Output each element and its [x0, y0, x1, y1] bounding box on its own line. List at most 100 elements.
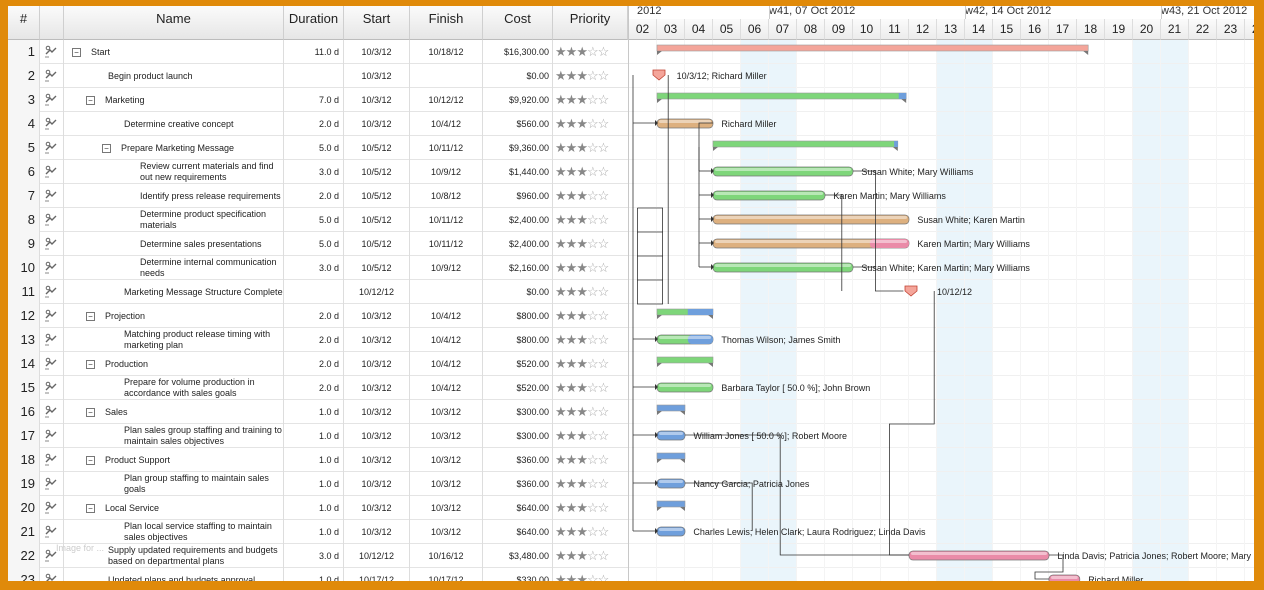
task-duration[interactable]: 1.0 d — [284, 448, 344, 472]
star-icon[interactable]: ★ — [576, 548, 588, 563]
task-finish[interactable]: 10/17/12 — [410, 568, 483, 581]
task-duration[interactable]: 3.0 d — [284, 160, 344, 184]
star-icon[interactable]: ☆ — [586, 188, 599, 203]
table-row[interactable]: 18− Product Support 1.0 d 10/3/12 10/3/12 $36… — [8, 448, 628, 472]
star-icon[interactable]: ☆ — [597, 404, 610, 419]
task-duration[interactable]: 2.0 d — [284, 184, 344, 208]
star-icon[interactable]: ★ — [576, 476, 588, 491]
task-cost[interactable]: $800.00 — [483, 304, 553, 328]
priority-stars[interactable]: ★★★☆☆ — [553, 472, 628, 496]
task-name-cell[interactable]: − Prepare Marketing Message — [64, 136, 284, 160]
priority-stars[interactable]: ★★★☆☆ — [553, 376, 628, 400]
star-icon[interactable]: ★ — [555, 92, 567, 107]
star-icon[interactable]: ★ — [565, 380, 578, 395]
star-icon[interactable]: ★ — [555, 284, 567, 299]
star-icon[interactable]: ★ — [576, 308, 588, 323]
task-info-icon[interactable] — [40, 40, 64, 64]
task-start[interactable]: 10/3/12 — [344, 112, 410, 136]
task-finish[interactable]: 10/3/12 — [410, 424, 483, 448]
priority-stars[interactable]: ★★★☆☆ — [553, 88, 628, 112]
star-icon[interactable]: ★ — [565, 404, 578, 419]
star-icon[interactable]: ★ — [576, 428, 588, 443]
task-duration[interactable]: 5.0 d — [284, 136, 344, 160]
star-icon[interactable]: ★ — [555, 500, 567, 515]
table-row[interactable]: 21 Plan local service staffing to maintai… — [8, 520, 628, 544]
star-icon[interactable]: ☆ — [597, 452, 610, 467]
task-cost[interactable]: $300.00 — [483, 424, 553, 448]
task-name-cell[interactable]: Plan local service staffing to maintain … — [64, 520, 284, 544]
task-duration[interactable]: 11.0 d — [284, 40, 344, 64]
priority-stars[interactable]: ★★★☆☆ — [553, 400, 628, 424]
task-start[interactable]: 10/3/12 — [344, 400, 410, 424]
col-header-priority[interactable]: Priority — [553, 6, 628, 40]
task-duration[interactable]: 1.0 d — [284, 520, 344, 544]
table-row[interactable]: 10 Determine internal communication needs… — [8, 256, 628, 280]
task-start[interactable]: 10/5/12 — [344, 232, 410, 256]
task-name-cell[interactable]: Identify press release requirements — [64, 184, 284, 208]
star-icon[interactable]: ☆ — [597, 68, 610, 83]
task-name-cell[interactable]: − Sales — [64, 400, 284, 424]
task-info-icon[interactable] — [40, 376, 64, 400]
star-icon[interactable]: ★ — [555, 212, 567, 227]
col-header-icon[interactable] — [40, 6, 64, 40]
task-info-icon[interactable] — [40, 184, 64, 208]
table-row[interactable]: 6 Review current materials and find out n… — [8, 160, 628, 184]
task-start[interactable]: 10/5/12 — [344, 184, 410, 208]
task-cost[interactable]: $0.00 — [483, 64, 553, 88]
task-bar[interactable] — [712, 166, 854, 177]
task-start[interactable]: 10/3/12 — [344, 88, 410, 112]
task-cost[interactable]: $360.00 — [483, 472, 553, 496]
star-icon[interactable]: ★ — [555, 524, 567, 539]
star-icon[interactable]: ★ — [555, 308, 567, 323]
star-icon[interactable]: ☆ — [586, 572, 599, 581]
star-icon[interactable]: ☆ — [586, 68, 599, 83]
task-info-icon[interactable] — [40, 64, 64, 88]
task-bar[interactable] — [908, 550, 1050, 561]
task-cost[interactable]: $330.00 — [483, 568, 553, 581]
star-icon[interactable]: ★ — [576, 452, 588, 467]
task-bar[interactable] — [656, 526, 686, 537]
table-row[interactable]: 14− Production 2.0 d 10/3/12 10/4/12 $520.00 ★… — [8, 352, 628, 376]
star-icon[interactable]: ★ — [555, 332, 567, 347]
task-cost[interactable]: $0.00 — [483, 280, 553, 304]
star-icon[interactable]: ★ — [576, 92, 588, 107]
star-icon[interactable]: ★ — [565, 260, 578, 275]
star-icon[interactable]: ☆ — [597, 212, 610, 227]
task-start[interactable]: 10/12/12 — [344, 280, 410, 304]
star-icon[interactable]: ★ — [576, 140, 588, 155]
task-duration[interactable]: 2.0 d — [284, 304, 344, 328]
star-icon[interactable]: ★ — [565, 140, 578, 155]
star-icon[interactable]: ★ — [555, 260, 567, 275]
task-name-cell[interactable]: Begin product launch — [64, 64, 284, 88]
star-icon[interactable]: ☆ — [586, 332, 599, 347]
star-icon[interactable]: ★ — [576, 44, 588, 59]
table-row[interactable]: 11 Marketing Message Structure Complete 10… — [8, 280, 628, 304]
task-duration[interactable] — [284, 280, 344, 304]
star-icon[interactable]: ☆ — [586, 140, 599, 155]
priority-stars[interactable]: ★★★☆☆ — [553, 184, 628, 208]
table-row[interactable]: 8 Determine product specification materia… — [8, 208, 628, 232]
star-icon[interactable]: ☆ — [597, 332, 610, 347]
task-duration[interactable]: 2.0 d — [284, 376, 344, 400]
star-icon[interactable]: ★ — [565, 332, 578, 347]
table-row[interactable]: 5− Prepare Marketing Message 5.0 d 10/5/12 1… — [8, 136, 628, 160]
task-name-cell[interactable]: − Production — [64, 352, 284, 376]
task-info-icon[interactable] — [40, 88, 64, 112]
star-icon[interactable]: ☆ — [597, 236, 610, 251]
star-icon[interactable]: ★ — [555, 428, 567, 443]
star-icon[interactable]: ☆ — [597, 548, 610, 563]
task-name-cell[interactable]: Review current materials and find out ne… — [64, 160, 284, 184]
task-info-icon[interactable] — [40, 232, 64, 256]
task-name-cell[interactable]: Prepare for volume production in accorda… — [64, 376, 284, 400]
task-name-cell[interactable]: − Projection — [64, 304, 284, 328]
task-cost[interactable]: $800.00 — [483, 328, 553, 352]
milestone-marker[interactable] — [652, 69, 666, 81]
task-duration[interactable]: 3.0 d — [284, 256, 344, 280]
task-info-icon[interactable] — [40, 496, 64, 520]
star-icon[interactable]: ★ — [555, 548, 567, 563]
star-icon[interactable]: ★ — [555, 164, 567, 179]
task-info-icon[interactable] — [40, 208, 64, 232]
task-cost[interactable]: $3,480.00 — [483, 544, 553, 568]
task-duration[interactable]: 1.0 d — [284, 568, 344, 581]
star-icon[interactable]: ☆ — [597, 428, 610, 443]
